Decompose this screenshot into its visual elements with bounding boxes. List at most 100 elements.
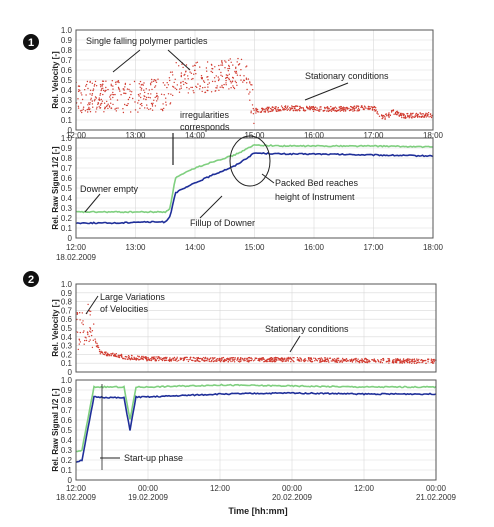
panel-1a-velocity-point — [295, 109, 296, 110]
annotation-irregularities-1: irregularities — [180, 110, 230, 120]
panel-2a-velocity-point — [200, 358, 201, 359]
panel-2a-velocity-point — [328, 361, 329, 362]
panel-2a-velocity-point — [166, 357, 167, 358]
panel-1a-velocity-point — [330, 106, 331, 107]
panel-1a-velocity-point — [98, 102, 99, 103]
panel-2a-velocity-point — [190, 357, 191, 358]
panel-2a-velocity-point — [308, 358, 309, 359]
panel-1a-velocity-point — [92, 100, 93, 101]
annotation-downer-empty: Downer empty — [80, 184, 139, 194]
panel-1a-velocity-point — [425, 114, 426, 115]
panel-2a-velocity-point — [176, 360, 177, 361]
panel-1a-velocity-point — [393, 114, 394, 115]
panel-1a-velocity-point — [86, 84, 87, 85]
panel-2a-velocity-point — [154, 358, 155, 359]
panel-1a-velocity-point — [93, 88, 94, 89]
panel-2b-ytick-label: 0.9 — [61, 386, 73, 395]
panel-1a-velocity-point — [148, 109, 149, 110]
panel-1a-velocity-point — [383, 115, 384, 116]
panel-1a-velocity-point — [234, 71, 235, 72]
panel-1a-velocity-point — [220, 87, 221, 88]
panel-2a-velocity-point — [88, 336, 89, 337]
panel-1a-velocity-point — [141, 89, 142, 90]
panel-2a-velocity-point — [131, 358, 132, 359]
panel-1a-velocity-point — [87, 111, 88, 112]
panel-1a-velocity-point — [222, 76, 223, 77]
panel-1a-velocity-point — [244, 80, 245, 81]
panel-2a-velocity-point — [313, 358, 314, 359]
panel-2a-velocity-point — [414, 363, 415, 364]
panel-2a-velocity-point — [291, 359, 292, 360]
panel-1a-velocity-point — [214, 66, 215, 67]
panel-1a-velocity-point — [103, 111, 104, 112]
panel-1a-velocity-point — [223, 84, 224, 85]
panel-2a-velocity-point — [84, 340, 85, 341]
panel-2a-velocity-point — [234, 357, 235, 358]
panel-1a-velocity-point — [413, 116, 414, 117]
panel-2a-velocity-point — [387, 358, 388, 359]
panel-2a-velocity-point — [374, 360, 375, 361]
panel-2a-velocity-point — [344, 359, 345, 360]
panel-1a-velocity-point — [199, 66, 200, 67]
panel-2a-velocity-point — [271, 359, 272, 360]
panel-1a-velocity-point — [113, 94, 114, 95]
panel-1a-velocity-point — [231, 82, 232, 83]
panel-1b-xtick-label: 15:00 — [244, 243, 265, 252]
panel-1a-velocity-point — [90, 90, 91, 91]
panel-2a-velocity-point — [411, 359, 412, 360]
panel-2a-velocity-point — [275, 357, 276, 358]
panel-1a-velocity-point — [319, 109, 320, 110]
panel-2a-velocity-point — [83, 324, 84, 325]
panel-1a-velocity-point — [227, 75, 228, 76]
panel-1a-velocity-point — [206, 76, 207, 77]
panel-1a-velocity-point — [186, 87, 187, 88]
panel-1a-velocity-point — [193, 90, 194, 91]
panel-2a-velocity-point — [303, 360, 304, 361]
panel-1a-velocity-point — [137, 102, 138, 103]
panel-2a-velocity-point — [212, 358, 213, 359]
panel-2a-velocity-point — [82, 312, 83, 313]
panel-1a-velocity-point — [389, 114, 390, 115]
panel-1a-velocity-point — [229, 74, 230, 75]
panel-2a-velocity-point — [324, 357, 325, 358]
panel-1a-velocity-point — [243, 75, 244, 76]
panel-2a-velocity-point — [151, 357, 152, 358]
panel-1a-velocity-point — [78, 91, 79, 92]
panel-1a-velocity-point — [100, 93, 101, 94]
panel-2a-velocity-point — [283, 360, 284, 361]
panel-2a-velocity-point — [231, 357, 232, 358]
panel-1a-velocity-point — [374, 109, 375, 110]
panel-1a-velocity-point — [240, 79, 241, 80]
panel-2a-velocity-point — [121, 356, 122, 357]
panel-1a-velocity-point — [267, 111, 268, 112]
panel-1a-velocity-point — [92, 90, 93, 91]
panel-1a-velocity-point — [397, 113, 398, 114]
panel-1a-velocity-point — [148, 97, 149, 98]
panel-2a-velocity-point — [210, 357, 211, 358]
panel-2b-xtick-label: 00:00 — [282, 484, 303, 493]
panel-1a-velocity-point — [135, 109, 136, 110]
panel-1a-velocity-point — [128, 99, 129, 100]
panel-2a-velocity-point — [95, 341, 96, 342]
panel-2a-velocity-point — [91, 335, 92, 336]
panel-2b-ytick-label: 0.2 — [61, 456, 73, 465]
panel-1a-velocity-point — [424, 115, 425, 116]
panel-1a-velocity-point — [353, 107, 354, 108]
panel-1a-velocity-point — [150, 84, 151, 85]
panel-2a-velocity-point — [93, 340, 94, 341]
panel-1a-velocity-point — [232, 64, 233, 65]
panel-2a-velocity-point — [79, 319, 80, 320]
panel-2a-velocity-point — [89, 310, 90, 311]
panel-1a-velocity-point — [417, 115, 418, 116]
panel-1b-ytick-label: 0.8 — [61, 154, 73, 163]
panel-1a-velocity-point — [268, 108, 269, 109]
panel-2a-velocity-point — [416, 362, 417, 363]
panel-1a-velocity-point — [396, 111, 397, 112]
panel-1a-velocity-point — [101, 90, 102, 91]
badge-1: 1 — [23, 34, 39, 50]
panel-1a-velocity-point — [299, 108, 300, 109]
annotation-packed-2: height of Instrument — [275, 192, 355, 202]
panel-2a-velocity-point — [133, 359, 134, 360]
panel-2a-velocity-point — [408, 358, 409, 359]
panel-1a-velocity-point — [186, 64, 187, 65]
